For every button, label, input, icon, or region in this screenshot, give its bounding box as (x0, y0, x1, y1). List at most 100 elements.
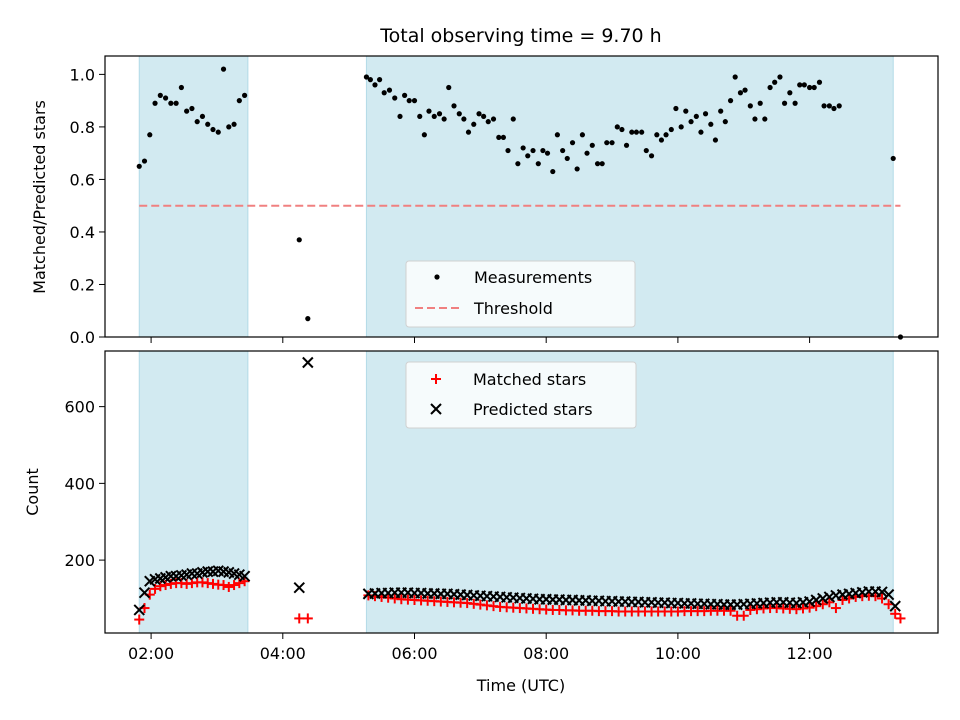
measurement-point (639, 129, 645, 135)
legend-threshold-label: Threshold (473, 299, 553, 318)
measurement-point (485, 119, 491, 125)
measurement-point (446, 84, 452, 91)
measurement-point (471, 121, 477, 127)
predicted-star-point (889, 600, 901, 612)
y-tick-label: 200 (64, 551, 95, 570)
measurement-point (451, 103, 457, 109)
measurement-point (199, 113, 206, 120)
measurement-point (797, 82, 803, 88)
matched-star-point (725, 605, 736, 616)
measurement-point (594, 161, 601, 167)
matched-star-point (895, 613, 906, 624)
measurement-point (762, 116, 768, 122)
measurement-point (732, 74, 738, 80)
measurement-point (712, 137, 719, 143)
measurement-point (614, 124, 620, 130)
measurement-point (826, 103, 832, 109)
measurement-point (178, 84, 184, 91)
measurement-point (564, 155, 570, 162)
measurement-point (821, 103, 827, 109)
measurement-point (386, 87, 393, 93)
measurement-point (242, 92, 248, 98)
measurement-point (668, 126, 674, 133)
predicted-star-point (810, 594, 822, 606)
measurement-point (205, 121, 211, 127)
y-tick-label: 0.0 (70, 328, 95, 347)
measurement-point (305, 316, 311, 322)
measurement-point (210, 126, 216, 133)
legend-predicted-label: Predicted stars (473, 400, 593, 419)
y-tick-label: 0.6 (70, 170, 95, 189)
predicted-star-point (817, 592, 829, 605)
measurement-point (231, 121, 237, 127)
legend-matched-label: Matched stars (473, 370, 586, 389)
measurement-point (811, 84, 817, 91)
measurement-point (673, 105, 679, 112)
measurement-point (836, 103, 842, 109)
predicted-star-point (876, 586, 888, 598)
legend-measurements-marker (434, 274, 440, 280)
measurement-point (560, 147, 566, 154)
x-tick-label: 02:00 (128, 644, 174, 663)
x-ticks: 02:00 04:00 06:00 08:00 10:00 12:00 (128, 633, 833, 663)
measurement-point (490, 116, 497, 122)
matched-star-point (890, 608, 901, 619)
measurement-point (372, 82, 378, 88)
measurement-point (220, 66, 227, 72)
measurement-point (544, 150, 551, 156)
measurement-point (441, 116, 447, 122)
measurement-point (215, 129, 221, 135)
measurement-point (168, 100, 174, 106)
measurement-point (194, 119, 200, 125)
measurement-point (623, 142, 630, 148)
predicted-star-point (302, 356, 314, 369)
measurement-point (678, 124, 684, 130)
measurement-point (162, 95, 169, 101)
measurement-point (500, 134, 506, 141)
y-tick-label: 600 (64, 398, 95, 417)
measurement-point (236, 98, 242, 104)
x-tick-label: 04:00 (260, 644, 306, 663)
measurement-point (554, 132, 560, 138)
measurement-point (816, 79, 823, 85)
measurement-point (411, 98, 418, 104)
y-tick-label: 0.8 (70, 118, 95, 137)
count-panel-frame (104, 350, 939, 634)
x-ticks (150, 337, 811, 343)
ratio-panel: 0.0 0.2 0.4 0.6 0.8 1.0 Matched/Predicted sta… (30, 55, 939, 347)
count-panel: 200 400 600 02:00 04:00 06:00 08:00 10:00 12:00… (23, 350, 939, 695)
measurement-point (173, 100, 179, 106)
measurement-point (619, 126, 625, 133)
matched-star-point (160, 580, 171, 591)
x-tick-label: 10:00 (655, 644, 701, 663)
measurement-point (296, 237, 302, 243)
measurement-point (436, 111, 443, 117)
matched-star-point (229, 580, 240, 591)
measurement-point (633, 129, 640, 135)
y-ticks: 0.0 0.2 0.4 0.6 0.8 1.0 (70, 65, 105, 347)
legend-measurements-label: Measurements (474, 268, 592, 287)
ratio-y-axis-label: Matched/Predicted stars (30, 100, 49, 294)
measurement-point (406, 98, 412, 104)
matched-star-point (155, 581, 166, 592)
measurement-point (654, 132, 660, 138)
measurement-point (550, 168, 556, 175)
measurement-point (525, 153, 531, 159)
count-legend: Matched stars Predicted stars (405, 361, 637, 429)
measurement-point (890, 155, 896, 162)
measurement-point (643, 147, 649, 154)
matched-star-point (218, 580, 229, 591)
matched-star-point (223, 581, 234, 592)
measurement-points (136, 66, 904, 340)
measurement-point (481, 113, 487, 120)
predicted-star-point (238, 570, 251, 582)
measurement-point (683, 108, 689, 114)
measurement-point (381, 90, 387, 96)
measurement-point (367, 77, 373, 83)
measurement-point (658, 137, 665, 143)
measurement-point (722, 119, 728, 125)
measurement-point (510, 116, 516, 122)
ratio-panel-frame (104, 55, 939, 338)
measurement-point (772, 79, 778, 85)
measurement-point (702, 111, 709, 117)
